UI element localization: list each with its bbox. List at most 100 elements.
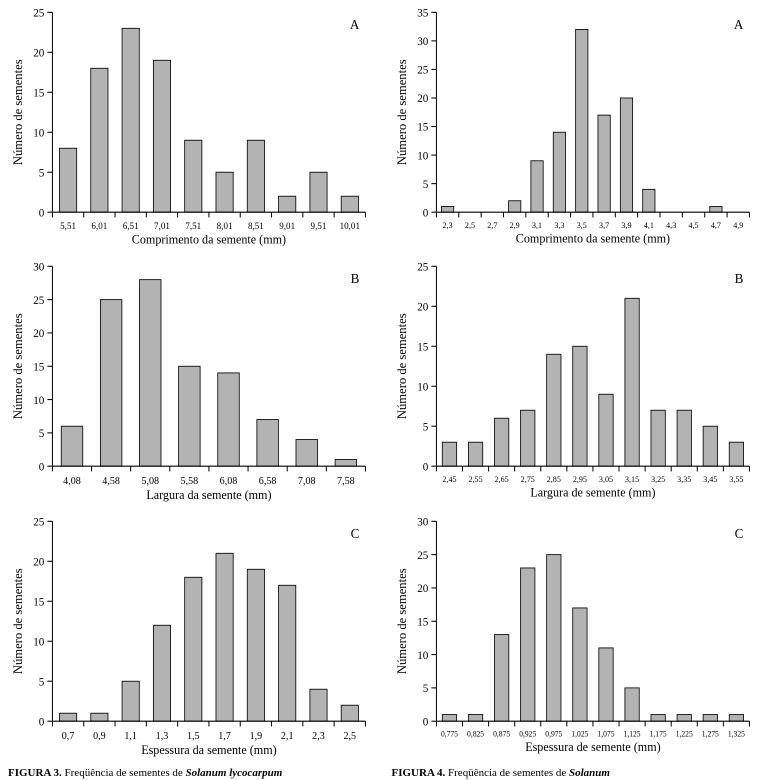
xtick-label: 1,075: [597, 729, 614, 738]
bar: [61, 426, 83, 466]
bar: [703, 714, 717, 721]
x-axis-label: Espessura de semente (mm): [525, 739, 660, 753]
bar: [341, 705, 358, 721]
bar: [247, 140, 264, 212]
bar: [179, 367, 201, 467]
ytick-label: 30: [417, 36, 428, 48]
bar: [59, 148, 76, 212]
ytick-label: 30: [33, 262, 44, 274]
xtick-label: 3,35: [677, 475, 691, 484]
xtick-label: 2,5: [464, 221, 474, 230]
panel-letter: C: [734, 525, 743, 540]
xtick-label: 0,825: [467, 729, 484, 738]
xtick-label: 5,58: [181, 476, 199, 487]
captions-row: FIGURA 3. Freqüência de sementes de Sola…: [8, 767, 755, 780]
panel-letter: B: [734, 271, 743, 286]
ytick-label: 5: [422, 682, 428, 694]
xtick-label: 2,85: [546, 475, 560, 484]
xtick-label: 9,01: [279, 222, 295, 232]
bar: [650, 410, 664, 466]
xtick-label: 2,55: [468, 475, 482, 484]
y-axis-label: Número de sementes: [395, 568, 409, 674]
xtick-label: 4,58: [102, 476, 120, 487]
xtick-label: 1,025: [571, 729, 588, 738]
x-axis-label: Espessura da semente (mm): [141, 742, 276, 756]
y-axis-label: Número de sementes: [11, 59, 25, 165]
panel-letter: B: [351, 271, 360, 286]
panel-letter: A: [733, 17, 743, 32]
ytick-label: 15: [33, 87, 44, 99]
caption-4-species: Solanum: [569, 767, 610, 779]
bar: [468, 442, 482, 466]
ytick-label: 15: [33, 362, 44, 374]
xtick-label: 0,9: [93, 730, 106, 741]
ytick-label: 20: [33, 328, 44, 340]
bar: [216, 553, 233, 721]
bar: [494, 634, 508, 721]
xtick-label: 3,55: [729, 475, 743, 484]
bar: [508, 201, 520, 212]
bar: [494, 418, 508, 466]
bar: [341, 196, 358, 212]
ytick-label: 25: [33, 295, 44, 307]
bar: [553, 132, 565, 212]
ytick-label: 20: [417, 93, 428, 105]
xtick-label: 5,51: [60, 222, 76, 232]
bar: [216, 172, 233, 212]
xtick-label: 0,775: [440, 729, 457, 738]
xtick-label: 3,9: [621, 221, 631, 230]
bar: [139, 280, 161, 467]
xtick-label: 2,95: [572, 475, 586, 484]
ytick-label: 10: [33, 395, 44, 407]
bar: [624, 299, 638, 467]
xtick-label: 5,08: [141, 476, 159, 487]
ytick-label: 25: [33, 7, 44, 19]
bar: [520, 567, 534, 720]
xtick-label: 7,51: [185, 222, 201, 232]
bar: [279, 585, 296, 721]
xtick-label: 4,5: [688, 221, 698, 230]
bar: [530, 161, 542, 212]
ytick-label: 5: [39, 676, 45, 688]
bar: [703, 426, 717, 466]
caption-3-text: Freqüência de sementes de: [65, 767, 186, 779]
chart-f4a: 051015202530352,32,52,72,93,13,33,53,73,…: [392, 6, 756, 254]
bar: [442, 442, 456, 466]
bar: [546, 355, 560, 467]
ytick-label: 30: [417, 516, 428, 528]
xtick-label: 0,875: [493, 729, 510, 738]
bar: [257, 420, 279, 467]
bar: [546, 554, 560, 721]
xtick-label: 2,1: [281, 730, 294, 741]
xtick-label: 1,225: [675, 729, 692, 738]
xtick-label: 4,08: [63, 476, 81, 487]
panel-letter: C: [351, 525, 360, 540]
xtick-label: 1,125: [623, 729, 640, 738]
bar: [709, 206, 721, 212]
xtick-label: 3,45: [703, 475, 717, 484]
ytick-label: 5: [39, 167, 45, 179]
y-axis-label: Número de sementes: [11, 568, 25, 674]
x-axis-label: Largura de semente (mm): [530, 486, 655, 500]
bar: [59, 713, 76, 721]
xtick-label: 8,51: [248, 222, 264, 232]
bar: [185, 577, 202, 721]
ytick-label: 10: [33, 127, 44, 139]
ytick-label: 15: [417, 616, 428, 628]
ytick-label: 20: [33, 47, 44, 59]
xtick-label: 1,7: [218, 730, 231, 741]
xtick-label: 3,3: [554, 221, 564, 230]
ytick-label: 10: [417, 649, 428, 661]
ytick-label: 5: [422, 179, 428, 191]
bar: [572, 607, 586, 720]
bar: [642, 189, 654, 212]
xtick-label: 9,51: [311, 222, 327, 232]
xtick-label: 2,65: [494, 475, 508, 484]
bar: [91, 713, 108, 721]
xtick-label: 1,1: [124, 730, 137, 741]
ytick-label: 15: [417, 122, 428, 134]
xtick-label: 0,925: [519, 729, 536, 738]
bar: [91, 68, 108, 212]
xtick-label: 2,45: [442, 475, 456, 484]
chart-f3b: 0510152025304,084,585,085,586,086,587,08…: [8, 260, 372, 508]
